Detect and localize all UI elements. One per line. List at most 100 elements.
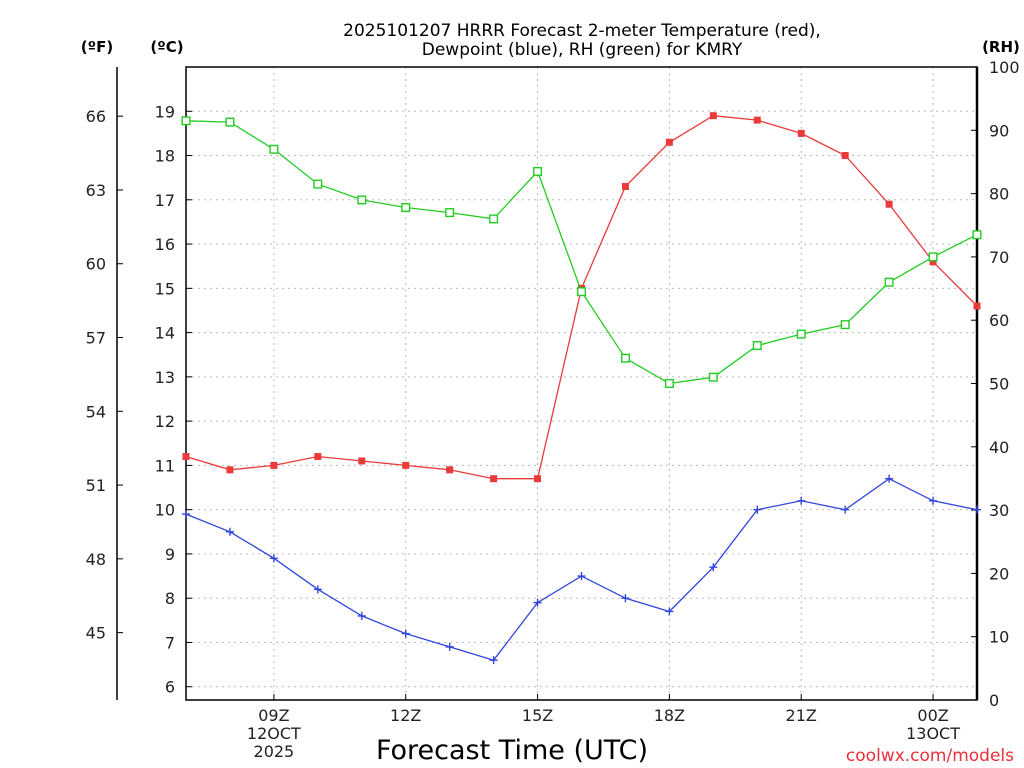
- celsius-tick-label: 11: [155, 456, 175, 475]
- fahrenheit-tick-label: 57: [86, 329, 106, 348]
- x-tick-label: 12OCT: [247, 724, 301, 743]
- data-point: [489, 656, 498, 665]
- fahrenheit-tick-label: 60: [86, 255, 106, 274]
- data-point: [884, 277, 894, 287]
- series-rh-open-square: [181, 116, 982, 389]
- plot-frame: [185, 66, 978, 701]
- data-point: [489, 214, 499, 224]
- data-point: [225, 527, 234, 536]
- rh-tick-label: 70: [989, 248, 1009, 267]
- x-tick-label: 13OCT: [906, 724, 960, 743]
- data-point: [182, 510, 190, 519]
- data-point: [841, 152, 849, 160]
- celsius-tick-label: 16: [155, 235, 175, 254]
- celsius-tick-label: 18: [155, 147, 175, 166]
- celsius-tick-label: 19: [155, 102, 175, 121]
- series-line: [185, 115, 978, 480]
- fahrenheit-tick-label: 51: [86, 476, 106, 495]
- celsius-tick-label: 7: [165, 633, 175, 652]
- data-point: [533, 166, 543, 176]
- data-point: [402, 461, 410, 469]
- data-point: [797, 496, 806, 505]
- data-point: [445, 208, 455, 218]
- data-point: [225, 117, 235, 127]
- data-point: [534, 475, 542, 483]
- data-point: [973, 302, 981, 310]
- data-point: [313, 179, 323, 189]
- data-point: [182, 453, 190, 461]
- data-point: [709, 112, 717, 120]
- data-point: [840, 320, 850, 330]
- rh-tick-label: 100: [989, 58, 1020, 77]
- data-point: [357, 611, 366, 620]
- data-point: [446, 466, 454, 474]
- data-point: [972, 230, 982, 240]
- data-point: [621, 183, 629, 191]
- chart-title-line-1: 2025101207 HRRR Forecast 2-meter Tempera…: [343, 21, 821, 41]
- data-point: [577, 287, 587, 297]
- chart-title: 2025101207 HRRR Forecast 2-meter Tempera…: [343, 21, 821, 60]
- rh-tick-label: 50: [989, 375, 1009, 394]
- data-point: [401, 203, 411, 213]
- data-point: [708, 372, 718, 382]
- fahrenheit-tick-label: 66: [86, 107, 106, 126]
- rh-tick-label: 80: [989, 185, 1009, 204]
- series-line: [185, 477, 978, 661]
- data-point: [885, 474, 894, 483]
- rh-tick-label: 90: [989, 121, 1009, 140]
- data-point: [620, 353, 630, 363]
- data-point: [314, 453, 322, 461]
- data-point: [401, 629, 410, 638]
- data-point: [797, 129, 805, 137]
- data-point: [665, 607, 674, 616]
- data-point: [709, 563, 718, 572]
- axes: 6 7 8 9 10 11 12 13 14 15 16 17 18 19 45 48 51 54 57 60 63 66…: [86, 58, 1020, 761]
- data-point: [621, 594, 630, 603]
- celsius-tick-label: 9: [165, 545, 175, 564]
- celsius-tick-label: 8: [165, 589, 175, 608]
- data-point: [226, 466, 234, 474]
- x-tick-label: 09Z: [258, 706, 289, 725]
- celsius-tick-label: 6: [165, 678, 175, 697]
- rh-tick-label: 10: [989, 628, 1009, 647]
- data-point: [796, 329, 806, 339]
- celsius-tick-label: 14: [155, 324, 175, 343]
- rh-tick-label: 40: [989, 438, 1009, 457]
- data-point: [665, 138, 673, 146]
- data-point: [664, 379, 674, 389]
- data-point: [270, 461, 278, 469]
- series-layer: [181, 112, 982, 665]
- x-axis-title: Forecast Time (UTC): [376, 735, 648, 766]
- x-tick-label: 2025: [254, 742, 295, 761]
- data-point: [928, 252, 938, 262]
- series-celsius-filled-square: [182, 112, 981, 483]
- data-point: [490, 475, 498, 483]
- fahrenheit-tick-label: 45: [86, 624, 106, 643]
- celsius-tick-label: 13: [155, 368, 175, 387]
- data-point: [753, 505, 762, 514]
- data-point: [885, 200, 893, 208]
- data-point: [358, 457, 366, 465]
- series-celsius-plus: [182, 474, 981, 665]
- celsius-tick-label: 15: [155, 279, 175, 298]
- rh-tick-label: 0: [989, 691, 999, 710]
- data-point: [445, 642, 454, 651]
- rh-tick-label: 20: [989, 564, 1009, 583]
- data-point: [929, 496, 938, 505]
- data-point: [269, 144, 279, 154]
- fahrenheit-unit-label: (ºF): [81, 38, 113, 56]
- data-point: [752, 341, 762, 351]
- fahrenheit-tick-label: 48: [86, 550, 106, 569]
- x-tick-label: 12Z: [390, 706, 421, 725]
- data-point: [269, 554, 278, 563]
- data-point: [357, 195, 367, 205]
- data-point: [533, 598, 542, 607]
- rh-unit-label: (RH): [982, 38, 1020, 56]
- x-tick-label: 18Z: [654, 706, 685, 725]
- series-line: [185, 120, 978, 385]
- rh-tick-label: 30: [989, 501, 1009, 520]
- celsius-tick-label: 12: [155, 412, 175, 431]
- x-tick-label: 15Z: [522, 706, 553, 725]
- data-point: [929, 258, 937, 266]
